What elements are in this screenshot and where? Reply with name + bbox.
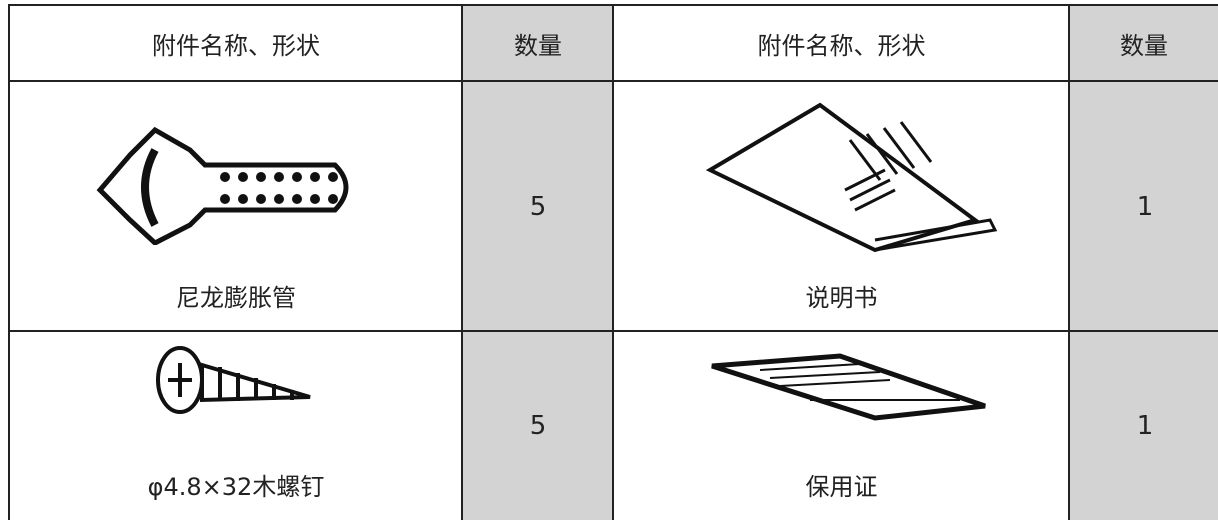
screw-icon	[156, 346, 311, 414]
item-name: 尼龙膨胀管	[176, 284, 296, 312]
header-cell: 数量	[1068, 4, 1218, 81]
quantity-cell: 5	[461, 80, 613, 331]
item-name: φ4.8×32木螺钉	[147, 473, 325, 501]
anchor-icon	[96, 126, 349, 245]
manual-icon	[705, 102, 998, 253]
item-cell: φ4.8×32木螺钉	[8, 330, 462, 520]
quantity-cell: 1	[1068, 80, 1218, 331]
item-cell: 尼龙膨胀管	[8, 80, 462, 331]
warranty-icon	[711, 353, 986, 421]
quantity-cell: 5	[461, 330, 613, 520]
quantity-cell: 1	[1068, 330, 1218, 520]
item-name: 保用证	[805, 473, 878, 501]
item-cell: 说明书	[612, 80, 1069, 331]
item-cell: 保用证	[612, 330, 1069, 520]
header-cell: 附件名称、形状	[612, 4, 1069, 81]
header-cell: 数量	[461, 4, 613, 81]
item-name: 说明书	[805, 284, 878, 312]
header-cell: 附件名称、形状	[8, 4, 462, 81]
